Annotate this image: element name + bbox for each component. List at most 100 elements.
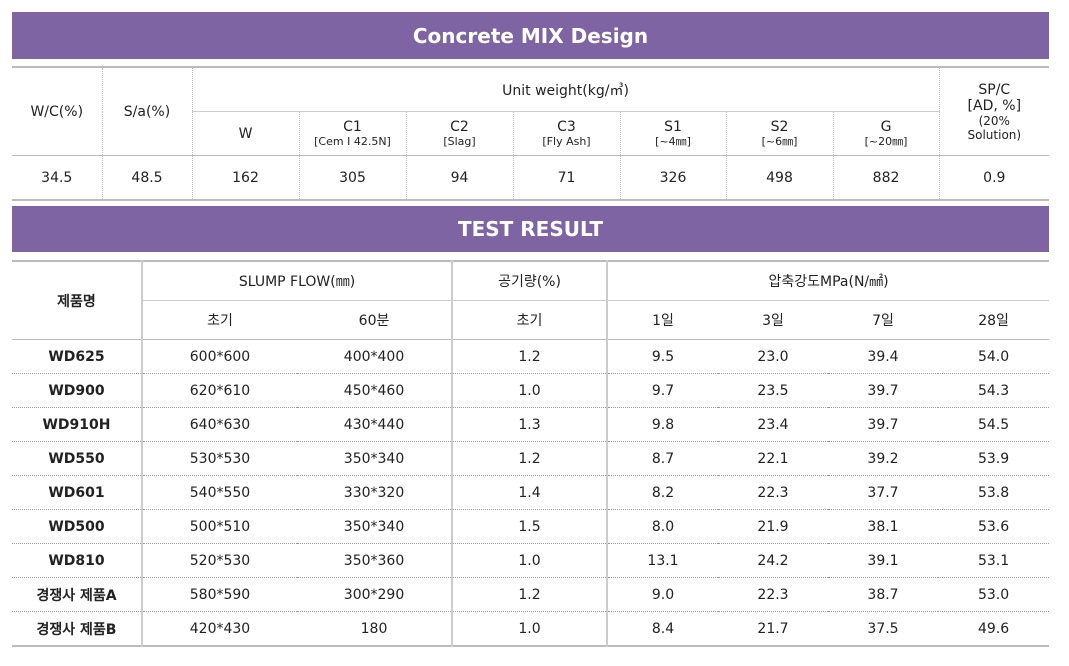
- slump-60min-cell: 450*460: [297, 373, 454, 408]
- s1-header: S1 [~4㎜]: [620, 111, 727, 156]
- strength-day28-cell: 54.0: [938, 339, 1050, 374]
- spc-unit: [AD, %]: [967, 97, 1022, 114]
- air-initial-cell: 1.0: [452, 611, 609, 646]
- product-header: 제품명: [12, 261, 143, 340]
- slump-60min-cell: 400*400: [297, 339, 454, 374]
- strength-day3-cell: 23.4: [718, 407, 829, 442]
- table-row: WD910H 640*630 430*440 1.3 9.8 23.4 39.7 54.5: [12, 407, 1050, 442]
- strength-day28-cell: 49.6: [938, 611, 1050, 646]
- strength-day28-cell: 53.8: [938, 475, 1050, 510]
- test-result-table: 제품명 SLUMP FLOW(㎜) 공기량(%) 압축강도MPa(N/㎟) 초기…: [12, 260, 1050, 647]
- slump-60min-cell: 350*340: [297, 441, 454, 476]
- slump-60min-cell: 350*340: [297, 509, 454, 544]
- strength-day1-cell: 13.1: [607, 543, 719, 578]
- product-name-cell: WD550: [12, 441, 143, 476]
- strength-day7-cell: 39.7: [828, 373, 939, 408]
- strength-day1-cell: 8.2: [607, 475, 719, 510]
- g-header: G [~20㎜]: [833, 111, 940, 156]
- slump-60min-cell: 330*320: [297, 475, 454, 510]
- air-initial-header: 초기: [452, 300, 609, 340]
- slump-initial-cell: 500*510: [142, 509, 297, 544]
- s1-value: 326: [620, 155, 727, 200]
- c2-label: C2: [450, 119, 469, 135]
- c2-sub: [Slag]: [443, 135, 476, 148]
- spc-note-2: Solution): [967, 127, 1022, 142]
- strength-day7-cell: 39.2: [828, 441, 939, 476]
- day28-header: 28일: [938, 300, 1050, 340]
- air-initial-cell: 1.2: [452, 339, 609, 374]
- product-name-cell: WD601: [12, 475, 143, 510]
- w-value: 162: [192, 155, 300, 200]
- table-row: 경쟁사 제품A 580*590 300*290 1.2 9.0 22.3 38.7 53.0: [12, 577, 1050, 612]
- table-row: WD601 540*550 330*320 1.4 8.2 22.3 37.7 53.8: [12, 475, 1050, 510]
- s2-sub: [~6㎜]: [761, 135, 798, 148]
- strength-day1-cell: 8.4: [607, 611, 719, 646]
- strength-day7-cell: 38.7: [828, 577, 939, 612]
- slump-60min-cell: 430*440: [297, 407, 454, 442]
- compressive-strength-header: 압축강도MPa(N/㎟): [768, 274, 889, 290]
- air-initial-cell: 1.5: [452, 509, 609, 544]
- spc-value: 0.9: [939, 155, 1050, 200]
- product-name-cell: WD500: [12, 509, 143, 544]
- product-name-cell: WD900: [12, 373, 143, 408]
- wc-header: W/C(%): [12, 67, 103, 156]
- c1-sub: [Cem I 42.5N]: [314, 135, 391, 148]
- w-header: W: [192, 111, 300, 156]
- sa-value: 48.5: [102, 155, 193, 200]
- strength-day3-cell: 22.1: [718, 441, 829, 476]
- slump-initial-cell: 580*590: [142, 577, 297, 612]
- slump-60min-cell: 300*290: [297, 577, 454, 612]
- slump-initial-header: 초기: [142, 300, 297, 340]
- product-name-cell: 경쟁사 제품A: [12, 577, 143, 612]
- product-name-cell: WD910H: [12, 407, 143, 442]
- strength-day28-cell: 54.3: [938, 373, 1050, 408]
- strength-day1-cell: 9.5: [607, 339, 719, 374]
- slump-initial-cell: 600*600: [142, 339, 297, 374]
- strength-day3-cell: 21.7: [718, 611, 829, 646]
- c3-sub: [Fly Ash]: [542, 135, 591, 148]
- s2-value: 498: [726, 155, 834, 200]
- c1-header: C1 [Cem I 42.5N]: [299, 111, 407, 156]
- air-initial-cell: 1.2: [452, 577, 609, 612]
- strength-day1-cell: 8.0: [607, 509, 719, 544]
- air-initial-cell: 1.2: [452, 441, 609, 476]
- slump-60min-cell: 180: [297, 611, 454, 646]
- spc-header: SP/C [AD, %] (20% Solution): [939, 67, 1049, 156]
- air-initial-cell: 1.4: [452, 475, 609, 510]
- s1-label: S1: [664, 119, 682, 135]
- strength-day28-cell: 53.0: [938, 577, 1050, 612]
- day1-header: 1일: [607, 300, 719, 340]
- test-result-title: TEST RESULT: [12, 206, 1049, 252]
- strength-day3-cell: 23.5: [718, 373, 829, 408]
- slump-initial-cell: 540*550: [142, 475, 297, 510]
- product-name-cell: WD810: [12, 543, 143, 578]
- air-initial-cell: 1.0: [452, 543, 609, 578]
- air-initial-cell: 1.3: [452, 407, 609, 442]
- day3-header: 3일: [718, 300, 829, 340]
- c3-value: 71: [513, 155, 621, 200]
- spc-note-1: (20%: [978, 113, 1010, 128]
- mix-design-title: Concrete MIX Design: [12, 12, 1049, 59]
- strength-day28-cell: 53.6: [938, 509, 1050, 544]
- table-row: WD900 620*610 450*460 1.0 9.7 23.5 39.7 54.3: [12, 373, 1050, 408]
- slump-60min-cell: 350*360: [297, 543, 454, 578]
- strength-day3-cell: 23.0: [718, 339, 829, 374]
- slump-initial-cell: 530*530: [142, 441, 297, 476]
- strength-day1-cell: 9.0: [607, 577, 719, 612]
- s2-label: S2: [770, 119, 789, 135]
- strength-day28-cell: 53.1: [938, 543, 1050, 578]
- strength-day3-cell: 22.3: [718, 577, 829, 612]
- strength-day3-cell: 22.3: [718, 475, 829, 510]
- c2-value: 94: [406, 155, 514, 200]
- s2-header: S2 [~6㎜]: [726, 111, 834, 156]
- spc-label: SP/C: [978, 81, 1011, 98]
- strength-day1-cell: 9.8: [607, 407, 719, 442]
- strength-day28-cell: 54.5: [938, 407, 1050, 442]
- g-label: G: [880, 119, 892, 135]
- day7-header: 7일: [828, 300, 939, 340]
- mix-design-table: W/C(%) S/a(%) Unit weight(kg/㎥) SP/C [AD…: [12, 66, 1050, 201]
- c1-label: C1: [343, 119, 362, 135]
- table-row: 경쟁사 제품B 420*430 180 1.0 8.4 21.7 37.5 49.6: [12, 611, 1050, 646]
- sa-header: S/a(%): [102, 67, 193, 156]
- slump-initial-cell: 520*530: [142, 543, 297, 578]
